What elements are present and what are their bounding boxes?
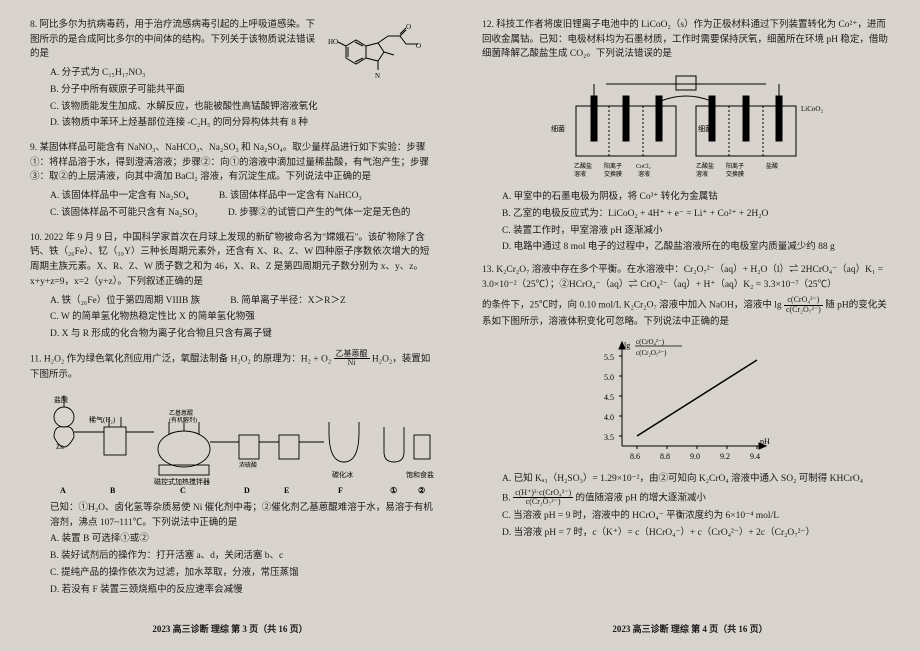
svg-text:C: C [180, 486, 186, 495]
svg-text:细菌: 细菌 [698, 124, 712, 133]
svg-text:饱和食盐水: 饱和食盐水 [406, 470, 434, 479]
svg-text:D: D [244, 486, 250, 495]
q10-opt-a: A. 铁（₂₆Fe）位于第四周期 VIIIB 族 [50, 294, 200, 309]
q10-stem: 10. 2022 年 9 月 9 日，中国科学家首次在月球上发现的新矿物被命名为… [30, 231, 438, 290]
q12-opt-c: C. 装置工作时，甲室溶液 pH 逐渐减小 [502, 224, 890, 239]
svg-text:A: A [60, 486, 66, 495]
q11-known: 已知：①H₂O、卤化氢等杂质易使 Ni 催化剂中毒；②催化剂乙基蒽醌难溶于水，易… [50, 501, 438, 530]
q13-stem2: 的条件下，25℃时，向 0.10 mol/L K₂Cr₂O₇ 溶液中加入 NaO… [482, 301, 782, 311]
svg-text:HO: HO [328, 38, 338, 46]
svg-text:磁控式加热搅拌器: 磁控式加热搅拌器 [154, 477, 210, 486]
svg-text:N: N [375, 72, 380, 80]
svg-text:乙酸盐: 乙酸盐 [574, 162, 592, 170]
q11-opt-d: D. 若没有 F 装置三颈烧瓶中的反应速率会减慢 [50, 583, 438, 598]
q13-stem2-line: 的条件下，25℃时，向 0.10 mol/L K₂Cr₂O₇ 溶液中加入 NaO… [482, 296, 890, 329]
question-13: 13. K₂Cr₂O₇ 溶液中存在多个平衡。在水溶液中：Cr₂O₇²⁻（aq）+… [482, 263, 890, 541]
question-12: 12. 科技工作者将废旧锂离子电池中的 LiCoO₂（s）作为正极材料通过下列装… [482, 18, 890, 255]
svg-text:8.8: 8.8 [660, 452, 670, 461]
footer-left: 2023 高三诊断 理综 第 3 页（共 16 页） [0, 623, 460, 637]
svg-text:阳离子: 阳离子 [726, 162, 744, 170]
svg-text:5.5: 5.5 [604, 353, 614, 362]
svg-text:交换膜: 交换膜 [726, 170, 744, 178]
q11-stem: 11. H₂O₂ 作为绿色氧化剂应用广泛，氧醌法制备 H₂O₂ 的原理为：H₂ … [30, 350, 438, 383]
svg-text:O: O [406, 23, 411, 31]
svg-text:lg: lg [624, 341, 630, 350]
q13-opt-b: B. c(H⁺)²·c(CrO₄²⁻) c(Cr₂O₇²⁻) 的值随溶液 pH … [502, 489, 890, 508]
svg-text:8.6: 8.6 [630, 452, 640, 461]
q12-stem: 12. 科技工作者将废旧锂离子电池中的 LiCoO₂（s）作为正极材料通过下列装… [482, 18, 890, 62]
svg-text:乙基蒽醌: 乙基蒽醌 [169, 409, 193, 417]
q10-opt-b: B. 简单离子半径：X＞R＞Z [230, 294, 346, 309]
svg-text:碳化冰: 碳化冰 [332, 470, 353, 479]
q13-opt-a: A. 已知 Kₐ₁（H₂SO₃）= 1.29×10⁻²，由②可知向 K₂CrO₄… [502, 472, 890, 487]
question-8: HO O O N 8. 阿比多尔为抗病毒药，用于治疗流感病毒引起的上呼吸道感染。… [30, 18, 438, 133]
svg-text:c(CrO₄²⁻): c(CrO₄²⁻) [636, 338, 665, 346]
q10-opt-c: C. W 的简单氢化物热稳定性比 X 的简单氢化物强 [50, 310, 438, 325]
svg-text:①: ① [390, 486, 397, 495]
svg-text:(有机溶剂): (有机溶剂) [169, 416, 197, 424]
q13-opt-d: D. 当溶液 pH = 7 时，c（K⁺）= c（HCrO₄⁻）+ c（CrO₄… [502, 526, 890, 541]
q10-opt-d: D. X 与 R 形成的化合物为离子化合物且只含有离子键 [50, 327, 438, 342]
svg-text:E: E [284, 486, 289, 495]
q8-opt-c: C. 该物质能发生加成、水解反应，也能被酸性高锰酸钾溶液氧化 [50, 100, 438, 115]
q12-opt-a: A. 甲室中的石墨电极为阴极，将 Co³⁺ 转化为金属钴 [502, 190, 890, 205]
page-right: 12. 科技工作者将废旧锂离子电池中的 LiCoO₂（s）作为正极材料通过下列装… [460, 0, 920, 651]
svg-text:盐酸: 盐酸 [766, 162, 778, 170]
question-9: 9. 某固体样品可能含有 NaNO₃、NaHCO₃、Na₂SO₃ 和 Na₂SO… [30, 141, 438, 223]
q9-opt-c: C. 该固体样品不可能只含有 Na₂SO₃ [50, 206, 198, 221]
svg-text:O: O [416, 42, 421, 50]
q11-opt-c: C. 提纯产品的操作依次为过滤，加水萃取，分液，常压蒸馏 [50, 566, 438, 581]
svg-text:B: B [110, 486, 116, 495]
apparatus-diagram: 盐酸 Zn 稀气(H₂) 乙基蒽醌 (有机溶剂) 磁控式加热搅拌器 浓硫酸 碳化… [34, 387, 434, 497]
svg-text:4.5: 4.5 [604, 393, 614, 402]
q8-opt-d: D. 该物质中苯环上烃基部位连接 -C₂H₅ 的同分异构体共有 8 种 [50, 116, 438, 131]
q9-opt-b: B. 该固体样品中一定含有 NaHCO₃ [219, 189, 362, 204]
svg-text:4.0: 4.0 [604, 413, 614, 422]
q9-opt-a: A. 该固体样品中一定含有 Na₂SO₄ [50, 189, 189, 204]
svg-text:9.4: 9.4 [750, 452, 760, 461]
svg-text:c(Cr₂O₇²⁻): c(Cr₂O₇²⁻) [636, 349, 667, 357]
q13-frac1: c(CrO₄²⁻) c(Cr₂O₇²⁻) [784, 296, 823, 315]
question-10: 10. 2022 年 9 月 9 日，中国科学家首次在月球上发现的新矿物被命名为… [30, 231, 438, 342]
q12-opt-d: D. 电路中通过 8 mol 电子的过程中，乙酸盐溶液所在的电极室内质量减少约 … [502, 240, 890, 255]
svg-text:乙酸盐: 乙酸盐 [696, 162, 714, 170]
svg-text:细菌: 细菌 [551, 124, 565, 133]
catalyst-fraction: 乙基蒽醌 Ni [334, 350, 370, 369]
svg-text:LiCoO₂: LiCoO₂ [801, 105, 823, 113]
q9-opt-d: D. 步骤②的试管口产生的气体一定是无色的 [228, 206, 411, 221]
electrochemistry-diagram: 细菌 LiCoO₂ 细菌 乙酸盐 溶液 阳离子 交换膜 CoCl₂ 溶液 乙酸盐… [546, 66, 826, 186]
q13-frac2: c(H⁺)²·c(CrO₄²⁻) c(Cr₂O₇²⁻) [513, 489, 573, 508]
q13-opt-c: C. 当溶液 pH = 9 时，溶液中的 HCrO₄⁻ 平衡浓度约为 6×10⁻… [502, 509, 890, 524]
svg-text:5.0: 5.0 [604, 373, 614, 382]
svg-text:CoCl₂: CoCl₂ [636, 164, 651, 170]
svg-text:F: F [338, 486, 343, 495]
svg-text:9.2: 9.2 [720, 452, 730, 461]
q13-chart: 3.5 4.0 4.5 5.0 5.5 8.6 8.8 9.0 9.2 9.4 … [582, 336, 772, 466]
q12-opt-b: B. 乙室的电极反应式为：LiCoO₂ + 4H⁺ + e⁻ = Li⁺ + C… [502, 207, 890, 222]
question-11: 11. H₂O₂ 作为绿色氧化剂应用广泛，氧醌法制备 H₂O₂ 的原理为：H₂ … [30, 350, 438, 598]
svg-text:溶液: 溶液 [574, 170, 586, 178]
svg-text:Zn: Zn [56, 443, 64, 451]
svg-text:浓硫酸: 浓硫酸 [239, 461, 257, 469]
q11-opt-b: B. 装好试剂后的操作为：打开活塞 a、d，关闭活塞 b、c [50, 549, 438, 564]
q13-stem1: 13. K₂Cr₂O₇ 溶液中存在多个平衡。在水溶液中：Cr₂O₇²⁻（aq）+… [482, 263, 890, 292]
svg-text:9.0: 9.0 [690, 452, 700, 461]
molecule-diagram: HO O O N [328, 18, 438, 88]
svg-text:盐酸: 盐酸 [54, 395, 68, 404]
svg-text:溶液: 溶液 [638, 170, 650, 178]
svg-text:②: ② [418, 486, 425, 495]
svg-text:交换膜: 交换膜 [604, 170, 622, 178]
svg-text:稀气(H₂): 稀气(H₂) [89, 415, 116, 424]
page-left: HO O O N 8. 阿比多尔为抗病毒药，用于治疗流感病毒引起的上呼吸道感染。… [0, 0, 460, 651]
q9-stem: 9. 某固体样品可能含有 NaNO₃、NaHCO₃、Na₂SO₃ 和 Na₂SO… [30, 141, 438, 185]
svg-text:溶液: 溶液 [696, 170, 708, 178]
q11-opt-a: A. 装置 B 可选择①或② [50, 532, 438, 547]
footer-right: 2023 高三诊断 理综 第 4 页（共 16 页） [460, 623, 920, 637]
q11-stem-1: 11. H₂O₂ 作为绿色氧化剂应用广泛，氧醌法制备 H₂O₂ 的原理为：H₂ … [30, 354, 334, 364]
svg-text:pH: pH [760, 437, 770, 446]
svg-text:3.5: 3.5 [604, 433, 614, 442]
svg-text:阳离子: 阳离子 [604, 162, 622, 170]
